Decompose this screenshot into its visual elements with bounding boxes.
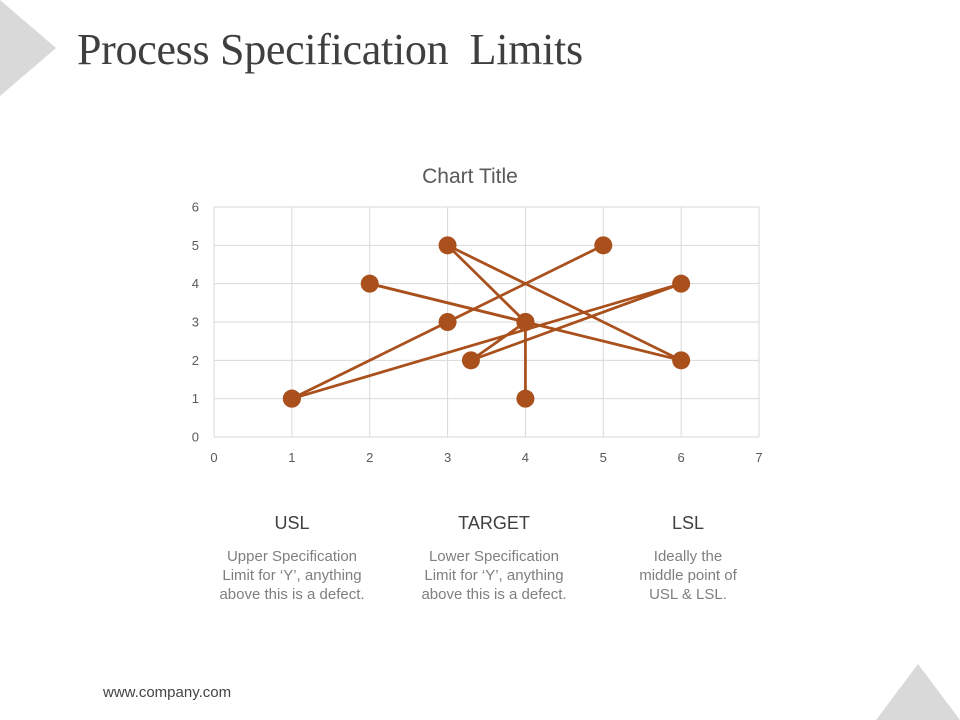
chart-series-markers [282, 236, 691, 408]
series-1-segment [290, 282, 683, 401]
lsl-heading: LSL [671, 513, 705, 533]
x-tick-label: 4 [522, 450, 529, 465]
series-1-segment [469, 320, 527, 362]
top-left-triangle-decoration [0, 0, 56, 96]
target-description-line: Lower Specification [428, 548, 560, 565]
series-1-point [516, 389, 535, 408]
usl-description-line: above this is a defect. [219, 586, 365, 603]
series-1-point [461, 351, 480, 370]
target-description: Lower Specification Limit for ‘Y’, anyth… [404, 547, 584, 604]
y-tick-label: 2 [192, 353, 199, 368]
y-tick-label: 5 [192, 238, 199, 253]
series-2-segment [446, 243, 605, 324]
series-1-point [672, 351, 691, 370]
x-tick-label: 0 [210, 450, 217, 465]
y-tick-label: 1 [192, 391, 199, 406]
usl-description: Upper Specification Limit for ‘Y’, anyth… [202, 547, 382, 604]
chart-title: Chart Title [422, 165, 518, 188]
series-1-segment [368, 282, 527, 324]
series-1-point [672, 274, 691, 293]
target-column: TARGET Lower Specification Limit for ‘Y’… [404, 512, 584, 604]
lsl-description-line: middle point of [639, 567, 737, 584]
footer-url: www.company.com [103, 684, 232, 701]
lsl-description-line: USL & LSL. [649, 586, 727, 603]
scatter-chart: Chart Title 0 1 2 3 4 5 6 7 0 1 2 3 4 5 6 [192, 165, 763, 466]
y-tick-label: 3 [192, 315, 199, 330]
lsl-column: LSL Ideally the middle point of USL & LS… [598, 512, 778, 604]
target-description-line: Limit for ‘Y’, anything [424, 567, 564, 584]
usl-heading: USL [274, 513, 310, 533]
x-tick-label: 3 [444, 450, 451, 465]
x-tick-label: 6 [678, 450, 685, 465]
series-1-point [516, 313, 535, 331]
y-tick-label: 4 [192, 276, 199, 291]
bottom-right-triangle-decoration [876, 664, 960, 720]
series-2-point [282, 389, 301, 408]
series-1-point [360, 274, 379, 293]
series-2-point [594, 236, 613, 255]
series-1-point [438, 236, 457, 255]
x-tick-label: 2 [366, 450, 373, 465]
x-tick-label: 1 [288, 450, 295, 465]
x-tick-label: 5 [600, 450, 607, 465]
target-heading: TARGET [458, 513, 530, 533]
usl-description-line: Upper Specification [226, 548, 358, 565]
y-tick-label: 6 [192, 200, 199, 215]
y-tick-label: 0 [192, 430, 199, 445]
series-2-point [438, 313, 457, 331]
series-1-segment [469, 282, 683, 362]
x-tick-label: 7 [755, 450, 762, 465]
series-2-segment [290, 320, 449, 401]
usl-column: USL Upper Specification Limit for ‘Y’, a… [202, 512, 382, 604]
usl-description-line: Limit for ‘Y’, anything [222, 567, 362, 584]
lsl-description: Ideally the middle point of USL & LSL. [598, 547, 778, 604]
target-description-line: above this is a defect. [421, 586, 567, 603]
chart-tick-labels: 0 1 2 3 4 5 6 7 0 1 2 3 4 5 6 [192, 200, 763, 466]
series-1-segment [446, 243, 527, 324]
series-1-segment [446, 243, 683, 362]
lsl-description-line: Ideally the [653, 548, 723, 565]
page-title: Process Specification Limits [77, 25, 583, 74]
